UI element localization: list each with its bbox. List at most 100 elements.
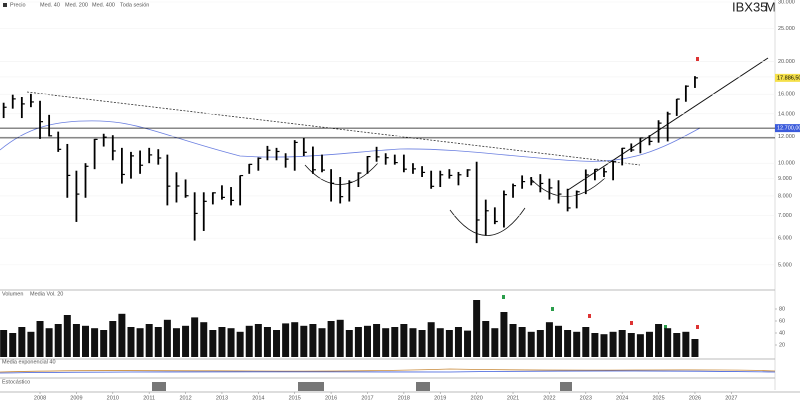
volume-bar <box>427 322 435 357</box>
volume-bar <box>464 330 472 357</box>
price-tag-label: 17.886,50 <box>777 75 800 81</box>
y-tick-label: 6.000 <box>778 236 792 242</box>
volume-bar <box>418 330 426 357</box>
volume-bar <box>163 319 171 357</box>
volume-bar <box>36 321 44 357</box>
y-tick-label: 8.000 <box>778 193 792 199</box>
price-tag <box>775 124 800 133</box>
y-tick-label: 12.000 <box>778 134 795 140</box>
panel-label: Media exponencial 40 <box>2 359 56 365</box>
volume-bar <box>618 330 626 357</box>
volume-bar <box>309 324 317 357</box>
volume-bar <box>491 328 499 357</box>
cup-arc <box>529 177 606 197</box>
volume-bar <box>555 325 563 357</box>
volume-bar <box>345 330 353 357</box>
x-tick-label: 2019 <box>434 395 446 401</box>
x-tick-label: 2010 <box>107 395 119 401</box>
x-tick-label: 2009 <box>70 395 82 401</box>
volume-bar <box>191 317 199 357</box>
volume-bar <box>54 324 62 357</box>
x-tick-label: 2020 <box>471 395 483 401</box>
signal-block <box>416 382 430 391</box>
indicator-line <box>0 370 776 374</box>
x-tick-label: 2027 <box>725 395 737 401</box>
volume-bar <box>200 322 208 357</box>
volume-bar <box>218 327 226 357</box>
volume-marker <box>664 325 667 329</box>
signal-block <box>298 382 324 391</box>
toolbar-item[interactable]: Med. 40 <box>40 2 60 8</box>
volume-bar <box>673 333 681 357</box>
volume-bar <box>373 324 381 357</box>
volume-markers <box>502 57 699 329</box>
volume-bar <box>209 330 217 357</box>
x-tick-label: 2014 <box>252 395 264 401</box>
toolbar: Precio Med. 40 Med. 200 Med. 400 Toda se… <box>3 2 149 8</box>
x-tick-label: 2025 <box>652 395 664 401</box>
volume-bar <box>445 330 453 357</box>
volume-bar <box>454 327 462 357</box>
volume-bar <box>409 328 417 357</box>
volume-bar <box>609 331 617 357</box>
y-tick-label: 60 <box>779 318 785 324</box>
volume-bar <box>109 321 117 357</box>
y-tick-label: 40 <box>779 330 785 336</box>
volume-bar <box>645 331 653 357</box>
panel-label: Estocástico <box>2 379 30 385</box>
signal-block <box>560 382 572 391</box>
toolbar-item[interactable]: Med. 400 <box>92 2 115 8</box>
volume-bar <box>436 328 444 357</box>
volume-bar <box>136 328 144 357</box>
volume-marker <box>588 314 591 318</box>
x-tick-label: 2018 <box>398 395 410 401</box>
x-tick-label: 2026 <box>689 395 701 401</box>
signal-block <box>152 382 166 391</box>
volume-bar <box>482 321 490 357</box>
volume-bar <box>182 325 190 357</box>
toolbar-item[interactable]: Precio <box>10 2 26 8</box>
volume-bar <box>536 330 544 357</box>
y-tick-label: 20 <box>779 342 785 348</box>
volume-bar <box>245 325 253 357</box>
volume-bar <box>327 321 335 357</box>
y-tick-label: 80 <box>779 306 785 312</box>
volume-marker <box>502 295 505 299</box>
volume-bar <box>263 327 271 357</box>
toolbar-icon <box>3 3 7 7</box>
panel-label: Volumen <box>2 291 23 297</box>
volume-marker <box>630 321 633 325</box>
price-tag-label: 12.700,00 <box>777 126 800 132</box>
volume-bar <box>545 322 553 357</box>
stochastic-blocks <box>152 382 572 391</box>
volume-bar <box>127 327 135 357</box>
volume-bar <box>564 330 572 357</box>
volume-bar <box>27 331 35 357</box>
y-tick-label: 5.000 <box>778 262 792 268</box>
volume-bar <box>300 325 308 357</box>
volume-bar <box>336 319 344 357</box>
volume-bar <box>573 331 581 357</box>
toolbar-item[interactable]: Med. 200 <box>65 2 88 8</box>
volume-bar <box>236 331 244 357</box>
price-tag <box>775 73 800 82</box>
volume-bar <box>291 322 299 357</box>
volume-bar <box>91 328 99 357</box>
y-tick-label: 25.000 <box>778 26 795 32</box>
toolbar-item[interactable]: Toda sesión <box>120 2 149 8</box>
volume-bar <box>318 328 326 357</box>
volume-bar <box>691 339 699 357</box>
cup-arc <box>449 207 526 236</box>
volume-bar <box>273 330 281 357</box>
volume-bar <box>63 315 71 357</box>
volume-bar <box>527 331 535 357</box>
volume-bar <box>172 328 180 357</box>
x-tick-label: 2022 <box>543 395 555 401</box>
volume-bar <box>627 333 635 357</box>
volume-bar <box>82 325 90 357</box>
volume-bar <box>18 327 26 357</box>
volume-bar <box>354 327 362 357</box>
x-tick-label: 2013 <box>216 395 228 401</box>
x-tick-label: 2023 <box>580 395 592 401</box>
